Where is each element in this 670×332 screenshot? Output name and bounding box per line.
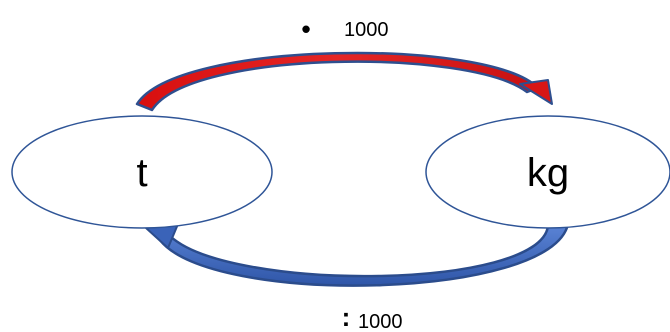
unit-label-t: t (136, 151, 147, 195)
divide-value: 1000 (358, 311, 403, 332)
multiply-arrow (135, 51, 553, 112)
unit-node-kg: kg (425, 115, 670, 229)
divide-arrow (145, 222, 570, 287)
unit-label-kg: kg (527, 151, 569, 195)
unit-node-t: t (11, 115, 273, 229)
divide-symbol: : (342, 302, 351, 332)
multiply-symbol: • (301, 14, 310, 44)
unit-ellipse-right (425, 115, 670, 229)
unit-ellipse-left (11, 115, 273, 229)
multiply-value: 1000 (344, 19, 389, 41)
multiply-label: • 1000 (301, 14, 388, 44)
divide-label: : 1000 (342, 302, 403, 332)
